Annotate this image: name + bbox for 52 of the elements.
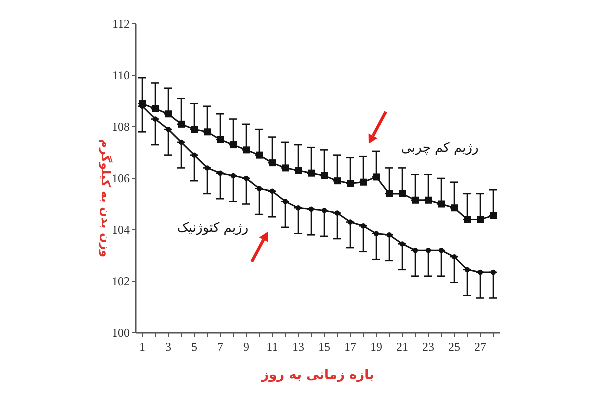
y-tick-label: 100	[112, 326, 130, 340]
point	[477, 216, 484, 224]
x-tick-label: 21	[396, 340, 408, 354]
point	[243, 146, 250, 154]
y-tick-label: 110	[112, 68, 130, 83]
point	[178, 120, 185, 128]
point	[438, 200, 445, 208]
point	[256, 152, 263, 159]
x-axis-title: بازه زمانی به روز	[260, 368, 374, 383]
point	[464, 216, 471, 224]
point	[399, 190, 406, 198]
x-tick-label: 15	[318, 340, 330, 354]
y-tick-label: 102	[112, 274, 130, 289]
x-tick-label: 13	[292, 340, 304, 354]
x-tick-label: 25	[448, 340, 460, 354]
y-tick-label: 112	[112, 17, 130, 32]
x-tick-label: 9	[244, 340, 250, 354]
point	[321, 172, 328, 180]
point	[425, 196, 432, 204]
x-tick-label: 23	[422, 340, 434, 354]
point	[230, 142, 237, 149]
x-tick-label: 3	[166, 340, 172, 354]
point	[490, 212, 497, 220]
point	[308, 170, 315, 177]
y-tick-label: 108	[112, 120, 130, 134]
x-tick-label: 1	[140, 340, 146, 354]
y-axis-title: وزن بدن به کیلوگرم	[99, 139, 113, 258]
x-tick-label: 11	[266, 340, 278, 354]
point	[373, 174, 380, 181]
point	[412, 196, 419, 204]
point	[217, 136, 224, 144]
x-tick-label: 7	[218, 340, 224, 354]
point	[191, 126, 198, 134]
point	[451, 204, 458, 212]
point	[282, 164, 289, 172]
x-tick-label: 17	[344, 340, 356, 354]
point	[295, 167, 302, 174]
x-tick-label: 19	[370, 340, 382, 354]
point	[269, 160, 276, 167]
x-tick-label: 27	[474, 340, 486, 354]
point	[360, 178, 367, 186]
point	[386, 190, 393, 198]
point	[204, 128, 211, 136]
point	[347, 180, 354, 188]
y-tick-label: 106	[112, 172, 130, 186]
point	[165, 110, 172, 118]
y-tick-label: 104	[112, 223, 130, 238]
point	[152, 105, 159, 112]
text: رژیم کم چربی	[401, 141, 479, 156]
x-tick-label: 5	[192, 340, 198, 354]
text: رژیم کتوژنیک	[177, 221, 249, 236]
point	[334, 178, 341, 185]
